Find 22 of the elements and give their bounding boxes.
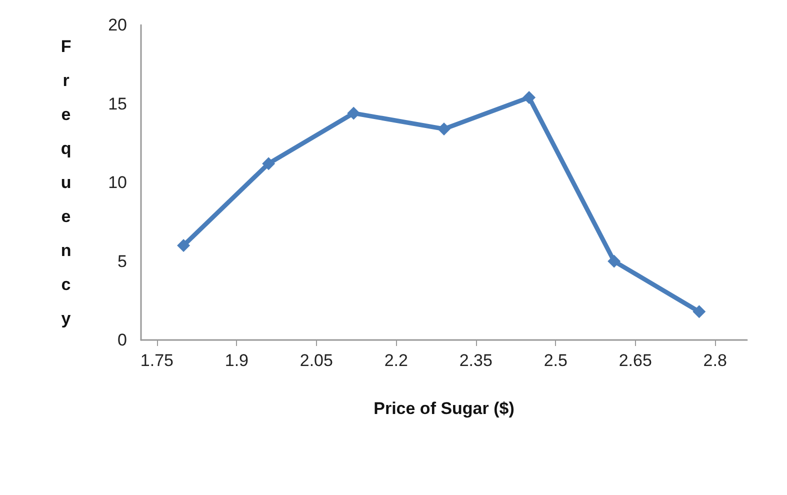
point (347, 106, 360, 120)
text: Frequency (60, 37, 72, 328)
point (438, 122, 450, 136)
y-tick-label: 0 (118, 330, 127, 350)
x-tick-label: 2.05 (300, 351, 333, 370)
y-tick-label: 10 (108, 173, 127, 192)
x-axis-title: Price of Sugar ($) (374, 399, 514, 418)
x-tick-label: 2.2 (384, 351, 408, 370)
x-tick-label: 2.8 (703, 351, 727, 370)
point (608, 254, 621, 268)
point (692, 305, 706, 318)
point (522, 90, 536, 104)
y-tick-label: 15 (108, 94, 127, 114)
y-tick-label: 5 (118, 252, 127, 271)
x-tick-label: 2.35 (459, 351, 492, 370)
point (177, 239, 190, 252)
x-tick-label: 1.75 (140, 351, 174, 370)
x-tick-label: 2.65 (618, 351, 652, 370)
y-tick-label: 20 (108, 16, 127, 34)
x-tick-label: 2.5 (544, 351, 568, 370)
point (262, 157, 276, 170)
x-tick-label: 1.9 (224, 351, 249, 370)
